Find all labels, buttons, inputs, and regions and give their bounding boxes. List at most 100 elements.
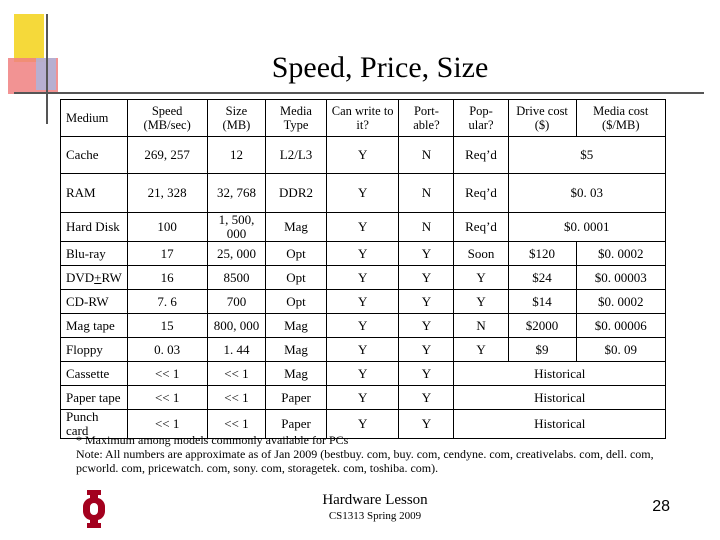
cell-portable: Y <box>398 289 455 314</box>
page-number: 28 <box>652 498 670 515</box>
cell-popular: Req’d <box>453 173 509 213</box>
cell-portable: Y <box>398 337 455 362</box>
cell-status: Historical <box>453 409 666 439</box>
cell-medium: DVD+RW <box>60 265 128 290</box>
cell-drive-cost: $24 <box>507 265 577 290</box>
cell-size: 25, 000 <box>206 241 267 266</box>
header-popular: Pop- ular? <box>453 99 509 137</box>
cell-speed: 15 <box>126 313 208 338</box>
cell-write: Y <box>325 409 400 439</box>
cell-portable: Y <box>398 265 455 290</box>
cell-type: Opt <box>265 241 327 266</box>
cell-type: Mag <box>265 212 327 242</box>
cell-speed: 21, 328 <box>126 173 208 213</box>
cell-write: Y <box>325 289 400 314</box>
cell-type: Opt <box>265 289 327 314</box>
cell-portable: Y <box>398 361 455 386</box>
cell-popular: Y <box>453 337 509 362</box>
header-portable: Port- able? <box>398 99 455 137</box>
table-row: DVD+RW 16 8500 Opt Y Y Y $24 $0. 00003 <box>60 265 667 290</box>
cell-speed: 17 <box>126 241 208 266</box>
table-row: Cache 269, 257 12 L2/L3 Y N Req’d $5 <box>60 136 667 174</box>
cell-media-cost: $0. 09 <box>575 337 667 362</box>
cell-portable: N <box>398 173 455 213</box>
footer-term: CS1313 Spring 2009 <box>328 510 422 522</box>
cell-type: Mag <box>265 337 327 362</box>
cell-size: 1, 500, 000 <box>206 212 267 242</box>
title-underline <box>14 92 704 94</box>
cell-size: 800, 000 <box>206 313 267 338</box>
cell-type: L2/L3 <box>265 136 327 174</box>
cell-drive-cost: $120 <box>507 241 577 266</box>
cell-write: Y <box>325 265 400 290</box>
cell-portable: Y <box>398 241 455 266</box>
table-row: Hard Disk 100 1, 500, 000 Mag Y N Req’d … <box>60 212 667 242</box>
cell-write: Y <box>325 212 400 242</box>
footer: Hardware Lesson CS1313 Spring 2009 <box>280 491 470 523</box>
cell-speed: 269, 257 <box>126 136 208 174</box>
decorative-yellow-square <box>14 14 44 62</box>
cell-type: DDR2 <box>265 173 327 213</box>
cell-speed: << 1 <box>126 385 208 410</box>
cell-media-cost: $0. 00003 <box>575 265 667 290</box>
cell-medium: CD-RW <box>60 289 128 314</box>
cell-medium: Mag tape <box>60 313 128 338</box>
table-header-row: Medium Speed (MB/sec) Size (MB) Media Ty… <box>60 99 667 137</box>
footnote-maximum: * Maximum among models commonly availabl… <box>76 433 349 447</box>
footnotes: * Maximum among models commonly availabl… <box>76 433 696 475</box>
cell-cost: $0. 03 <box>507 173 667 213</box>
header-speed: Speed (MB/sec) <box>126 99 208 137</box>
cell-portable: Y <box>398 313 455 338</box>
cell-speed: 16 <box>126 265 208 290</box>
cell-media-cost: $0. 0002 <box>575 289 667 314</box>
cell-portable: N <box>398 212 455 242</box>
cell-write: Y <box>325 385 400 410</box>
cell-media-cost: $0. 0002 <box>575 241 667 266</box>
university-logo-icon <box>82 490 106 528</box>
cell-size: 32, 768 <box>206 173 267 213</box>
cell-size: 12 <box>206 136 267 174</box>
header-can-write: Can write to it? <box>325 99 400 137</box>
table-row: Floppy 0. 03 1. 44 Mag Y Y Y $9 $0. 09 <box>60 337 667 362</box>
cell-type: Mag <box>265 313 327 338</box>
table-row: Blu-ray 17 25, 000 Opt Y Y Soon $120 $0.… <box>60 241 667 266</box>
cell-size: 1. 44 <box>206 337 267 362</box>
cell-medium: Cassette <box>60 361 128 386</box>
cell-size: 700 <box>206 289 267 314</box>
cell-size: << 1 <box>206 361 267 386</box>
cell-speed: 7. 6 <box>126 289 208 314</box>
cell-speed: 100 <box>126 212 208 242</box>
table-row: Mag tape 15 800, 000 Mag Y Y N $2000 $0.… <box>60 313 667 338</box>
cell-speed: 0. 03 <box>126 337 208 362</box>
cell-type: Opt <box>265 265 327 290</box>
slide-title: Speed, Price, Size <box>271 51 489 84</box>
cell-portable: Y <box>398 385 455 410</box>
table-row: Paper tape << 1 << 1 Paper Y Y Historica… <box>60 385 666 410</box>
cell-write: Y <box>325 173 400 213</box>
table-row: Punch card << 1 << 1 Paper Y Y Historica… <box>60 409 666 439</box>
cell-type: Paper <box>265 385 327 410</box>
footer-course: Hardware Lesson <box>322 492 428 508</box>
header-size: Size (MB) <box>206 99 267 137</box>
footnote-sources: Note: All numbers are approximate as of … <box>76 447 654 475</box>
cell-medium: Floppy <box>60 337 128 362</box>
cell-drive-cost: $2000 <box>507 313 577 338</box>
cell-size: 8500 <box>206 265 267 290</box>
cell-medium: Paper tape <box>60 385 128 410</box>
table-row: CD-RW 7. 6 700 Opt Y Y Y $14 $0. 0002 <box>60 289 667 314</box>
cell-speed: << 1 <box>126 361 208 386</box>
cell-medium: Cache <box>60 136 128 174</box>
cell-speed: << 1 <box>126 409 208 439</box>
cell-portable: N <box>398 136 455 174</box>
cell-popular: N <box>453 313 509 338</box>
decorative-vertical-line <box>46 14 48 124</box>
cell-size: << 1 <box>206 409 267 439</box>
header-drive-cost: Drive cost ($) <box>507 99 577 137</box>
cell-status: Historical <box>453 361 666 386</box>
cell-drive-cost: $9 <box>507 337 577 362</box>
header-media-type: Media Type <box>265 99 327 137</box>
comparison-table: Medium Speed (MB/sec) Size (MB) Media Ty… <box>60 99 667 439</box>
cell-portable: Y <box>398 409 455 439</box>
cell-cost: $0. 0001 <box>507 212 667 242</box>
cell-cost: $5 <box>507 136 667 174</box>
